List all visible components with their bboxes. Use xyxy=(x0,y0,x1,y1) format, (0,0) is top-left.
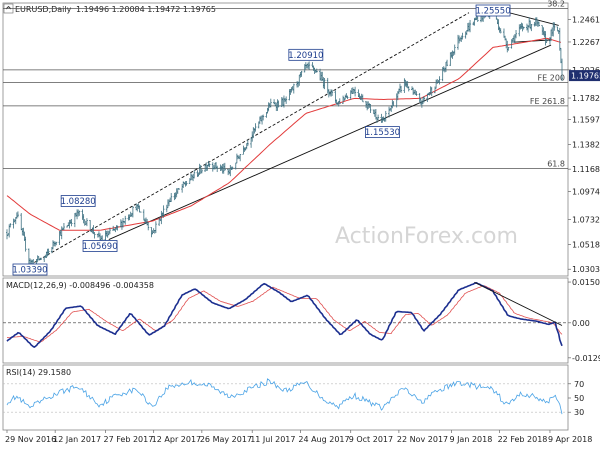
svg-text:1.08280: 1.08280 xyxy=(61,197,96,207)
swing-label: 1.03390 xyxy=(12,264,47,276)
price-tick-label: 1.05180 xyxy=(572,240,600,249)
price-tick-label: 1.03035 xyxy=(572,265,600,274)
macd-panel: MACD(12,26,9) -0.008496 -0.004358 0.0150… xyxy=(3,278,600,363)
svg-text:1.05690: 1.05690 xyxy=(82,242,117,252)
last-price-label: 1.19765 xyxy=(571,72,600,81)
level-label: 61.8 xyxy=(547,159,565,168)
rsi-tick-label: 30 xyxy=(574,408,584,417)
x-tick-label: 22 Feb 2018 xyxy=(498,435,548,444)
x-tick-label: 12 Jan 2017 xyxy=(53,435,101,444)
x-tick-label: 27 Feb 2017 xyxy=(104,435,154,444)
x-tick-label: 9 Oct 2017 xyxy=(349,435,393,444)
level-label: 38.2 xyxy=(547,0,565,9)
price-panel: ActionForex.com EURUSD,Daily 1.19496 1.2… xyxy=(3,0,600,276)
price-tick-label: 1.24615 xyxy=(572,15,600,24)
macd-tick-label: -0.012957 xyxy=(572,354,600,363)
rsi-tick-label: 70 xyxy=(574,380,584,389)
x-tick-label: 9 Jan 2018 xyxy=(449,435,492,444)
x-tick-label: 9 Apr 2018 xyxy=(548,435,592,444)
swing-label: 1.20910 xyxy=(288,49,323,61)
swing-label: 1.05690 xyxy=(82,240,117,252)
macd-tick-label: 0.015073 xyxy=(572,278,600,287)
level-label: FE 261.8 xyxy=(530,97,565,106)
price-title: EURUSD,Daily 1.19496 1.20084 1.19472 1.1… xyxy=(4,4,216,14)
macd-tick-label: 0.00 xyxy=(572,319,590,328)
svg-text:1.20910: 1.20910 xyxy=(288,51,323,61)
x-tick-label: 22 Nov 2017 xyxy=(397,435,448,444)
svg-text:1.03390: 1.03390 xyxy=(12,266,47,276)
x-tick-label: 11 Jul 2017 xyxy=(250,435,295,444)
price-tick-label: 1.07325 xyxy=(572,216,600,225)
rsi-title-text: RSI(14) 29.1580 xyxy=(6,368,71,377)
svg-text:1.25550: 1.25550 xyxy=(475,7,510,17)
x-tick-label: 12 Apr 2017 xyxy=(152,435,201,444)
price-tick-label: 1.13825 xyxy=(572,140,600,149)
price-tick-label: 1.22670 xyxy=(572,38,600,47)
swing-label: 1.15530 xyxy=(365,127,400,139)
x-tick-label: 29 Nov 2016 xyxy=(5,435,56,444)
x-tick-label: 26 May 2017 xyxy=(200,435,252,444)
price-tick-label: 1.11680 xyxy=(572,165,600,174)
price-tick-label: 1.09740 xyxy=(572,188,600,197)
swing-label: 1.08280 xyxy=(61,196,96,208)
swing-label: 1.25550 xyxy=(475,5,510,17)
last-price-tag: 1.19765 xyxy=(569,70,600,81)
svg-text:1.15530: 1.15530 xyxy=(365,128,400,138)
rsi-panel: RSI(14) 29.1580 70 50 30 xyxy=(3,365,584,430)
price-ohlc-text: 1.19496 1.20084 1.19472 1.19765 xyxy=(76,5,216,14)
level-label: FE 200 xyxy=(538,73,565,82)
price-title-text: EURUSD,Daily xyxy=(15,5,72,14)
watermark: ActionForex.com xyxy=(335,224,518,249)
x-tick-label: 24 Aug 2017 xyxy=(298,435,349,444)
price-tick-label: 1.17825 xyxy=(572,94,600,103)
price-tick-label: 1.15970 xyxy=(572,116,600,125)
rsi-tick-label: 50 xyxy=(574,394,584,403)
macd-title-text: MACD(12,26,9) -0.008496 -0.004358 xyxy=(6,281,154,290)
